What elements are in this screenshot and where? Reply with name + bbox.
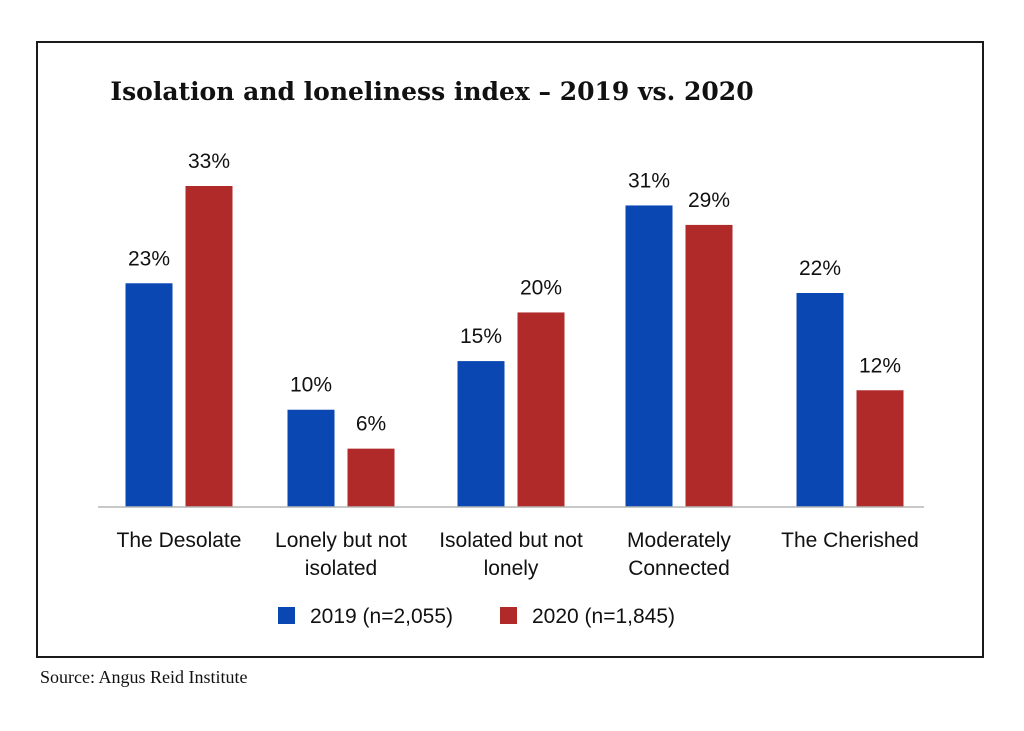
legend-label: 2020 (n=1,845) bbox=[532, 605, 675, 628]
bar-2019-4 bbox=[796, 293, 844, 507]
legend-label: 2019 (n=2,055) bbox=[310, 605, 453, 628]
bar-2020-2 bbox=[517, 312, 565, 507]
category-label: lonely bbox=[484, 557, 539, 580]
value-label: 23% bbox=[128, 247, 170, 270]
bar-2020-1 bbox=[347, 448, 395, 507]
value-label: 10% bbox=[290, 374, 332, 397]
value-label: 15% bbox=[460, 325, 502, 348]
category-label: Connected bbox=[628, 557, 730, 580]
bar-2020-0 bbox=[185, 186, 233, 507]
source-note: Source: Angus Reid Institute bbox=[40, 667, 248, 687]
chart-frame: Isolation and loneliness index – 2019 vs… bbox=[36, 41, 984, 658]
bar-2019-2 bbox=[457, 361, 505, 507]
legend-swatch-2019 bbox=[278, 607, 295, 624]
legend: 2019 (n=2,055) 2020 (n=1,845) bbox=[278, 605, 675, 628]
value-label: 33% bbox=[188, 150, 230, 173]
bar-2019-0 bbox=[125, 283, 173, 507]
category-label: Lonely but not bbox=[275, 529, 407, 552]
category-label: isolated bbox=[305, 557, 377, 580]
value-label: 12% bbox=[859, 354, 901, 377]
value-labels-group: 23% 33% 10% 6% 15% 20% 31% 29% 22% 12% bbox=[128, 150, 901, 436]
value-label: 31% bbox=[628, 169, 670, 192]
category-label: The Cherished bbox=[781, 529, 919, 552]
legend-swatch-2020 bbox=[500, 607, 517, 624]
category-label: Isolated but not bbox=[439, 529, 583, 552]
value-label: 6% bbox=[356, 413, 386, 436]
bar-chart: Isolation and loneliness index – 2019 vs… bbox=[98, 77, 924, 628]
value-label: 29% bbox=[688, 189, 730, 212]
bar-2019-1 bbox=[287, 409, 335, 507]
category-label: Moderately bbox=[627, 529, 731, 552]
chart-title: Isolation and loneliness index – 2019 vs… bbox=[110, 77, 753, 106]
category-label: The Desolate bbox=[117, 529, 242, 552]
value-label: 20% bbox=[520, 276, 562, 299]
value-label: 22% bbox=[799, 257, 841, 280]
bar-2019-3 bbox=[625, 205, 673, 508]
bar-2020-4 bbox=[856, 390, 904, 507]
category-labels-group: The Desolate Lonely but not isolated Isolat… bbox=[117, 529, 919, 580]
bar-2020-3 bbox=[685, 224, 733, 507]
bars-group bbox=[125, 186, 904, 508]
